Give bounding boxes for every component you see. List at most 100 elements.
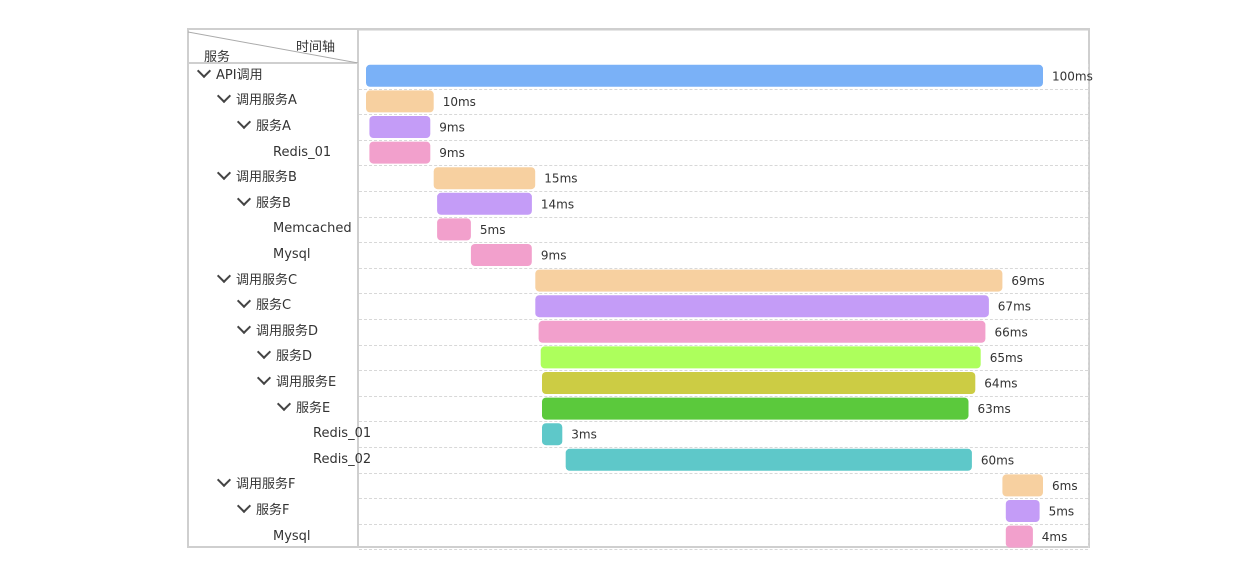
right-dashed-border	[1088, 64, 1089, 548]
duration-label: 65ms	[990, 351, 1023, 365]
tree-item[interactable]: 服务B	[236, 191, 291, 212]
tree-item-label: Redis_01	[273, 144, 332, 160]
row-separator	[359, 165, 1088, 166]
tree-item[interactable]: 调用服务C	[216, 268, 297, 289]
duration-label: 10ms	[443, 95, 476, 109]
duration-label: 9ms	[439, 121, 465, 135]
gantt-bar[interactable]	[437, 192, 532, 215]
row-separator	[359, 524, 1088, 525]
tree-item-label: 服务C	[256, 298, 292, 314]
tree-item[interactable]: 调用服务F	[216, 473, 296, 493]
tree-item-label: 调用服务B	[236, 170, 297, 186]
duration-label: 6ms	[1052, 479, 1078, 493]
tree-item[interactable]: Mysql	[273, 529, 311, 545]
row-separator	[359, 89, 1088, 90]
gantt-bar[interactable]	[542, 397, 969, 420]
gantt-bar[interactable]	[369, 141, 431, 164]
gantt-bar[interactable]	[470, 244, 532, 266]
row-separator	[359, 473, 1088, 474]
gantt-bar[interactable]	[437, 218, 471, 241]
tree-item[interactable]: Redis_02	[313, 452, 371, 468]
gantt-bar[interactable]	[538, 320, 986, 343]
row-separator	[359, 319, 1088, 320]
tree-item-label: Redis_01	[313, 426, 372, 442]
tree-item[interactable]: API调用	[196, 63, 263, 84]
row-separator	[359, 293, 1088, 294]
timeline-axis-label: 时间轴	[296, 40, 336, 55]
gantt-bar[interactable]	[535, 295, 989, 318]
service-column-label: 服务	[204, 50, 231, 65]
tree-item[interactable]: 调用服务E	[256, 370, 337, 391]
duration-label: 9ms	[541, 249, 567, 263]
tree-item[interactable]: 服务F	[236, 498, 290, 519]
duration-label: 5ms	[480, 223, 506, 237]
gantt-bar[interactable]	[433, 167, 536, 190]
duration-label: 9ms	[439, 146, 465, 160]
duration-label: 60ms	[981, 453, 1014, 467]
tree-item[interactable]: 服务C	[236, 294, 292, 314]
duration-label: 64ms	[984, 377, 1017, 391]
row-separator	[359, 268, 1088, 269]
duration-label: 3ms	[571, 428, 597, 442]
tree-item[interactable]: 服务D	[256, 345, 313, 365]
tree-item[interactable]: Memcached	[273, 221, 352, 237]
row-separator	[359, 498, 1088, 499]
gantt-bar[interactable]	[1002, 474, 1043, 497]
duration-label: 69ms	[1011, 274, 1044, 288]
trace-frame	[187, 28, 1090, 548]
row-separator	[359, 114, 1088, 115]
header-diagonal	[188, 31, 358, 63]
tree-item[interactable]: 调用服务B	[216, 166, 297, 186]
gantt-bar[interactable]	[366, 64, 1043, 87]
duration-label: 63ms	[978, 402, 1011, 416]
header-cell: 时间轴 服务	[188, 30, 358, 65]
gantt-bar[interactable]	[366, 90, 434, 113]
gantt-bar[interactable]	[542, 372, 976, 394]
gantt-bar[interactable]	[565, 448, 972, 471]
timeline-top-line	[359, 30, 1088, 31]
tree-item-label: 调用服务E	[276, 375, 337, 390]
gantt-bar[interactable]	[1005, 525, 1033, 548]
row-separator	[359, 370, 1088, 371]
tree-item[interactable]: Redis_01	[273, 145, 331, 161]
tree-item-label: 调用服务D	[256, 323, 319, 339]
gantt-bar[interactable]	[1005, 500, 1040, 522]
duration-label: 5ms	[1049, 505, 1075, 519]
tree-item-label: 服务D	[276, 349, 313, 365]
duration-label: 66ms	[995, 325, 1028, 339]
tree-item-label: 调用服务A	[236, 93, 297, 109]
row-separator	[359, 396, 1088, 397]
row-separator	[359, 191, 1088, 192]
tree-item[interactable]: 调用服务D	[236, 319, 319, 340]
duration-label: 15ms	[544, 172, 577, 186]
row-separator	[359, 140, 1088, 141]
duration-label: 4ms	[1042, 530, 1068, 544]
row-separator	[359, 447, 1088, 448]
tree-item[interactable]: Mysql	[273, 247, 311, 263]
header-bottom-border	[188, 62, 359, 64]
gantt-bar[interactable]	[540, 346, 981, 369]
gantt-bar[interactable]	[369, 116, 431, 138]
tree-item-label: 服务E	[296, 400, 331, 416]
tree-item-label: 调用服务F	[236, 477, 296, 493]
duration-label: 100ms	[1052, 69, 1093, 83]
duration-label: 14ms	[541, 197, 574, 211]
tree-item-label: API调用	[216, 67, 263, 83]
tree-item-label: 服务B	[256, 195, 291, 211]
gantt-bar[interactable]	[542, 423, 563, 446]
tree-item-label: Mysql	[273, 247, 311, 262]
gantt-bar[interactable]	[535, 269, 1003, 292]
row-separator	[359, 242, 1088, 243]
row-separator	[359, 345, 1088, 346]
column-divider	[357, 30, 359, 548]
tree-item-label: Memcached	[273, 221, 352, 237]
tree-item[interactable]: 调用服务A	[216, 89, 297, 109]
tree-item-label: Mysql	[273, 528, 311, 544]
duration-label: 67ms	[998, 300, 1031, 314]
tree-item-label: 服务F	[256, 503, 290, 518]
row-separator	[359, 549, 1088, 550]
tree-item[interactable]: 服务E	[276, 396, 331, 417]
tree-item[interactable]: 服务A	[236, 114, 291, 135]
tree-item[interactable]: Redis_01	[313, 426, 371, 442]
